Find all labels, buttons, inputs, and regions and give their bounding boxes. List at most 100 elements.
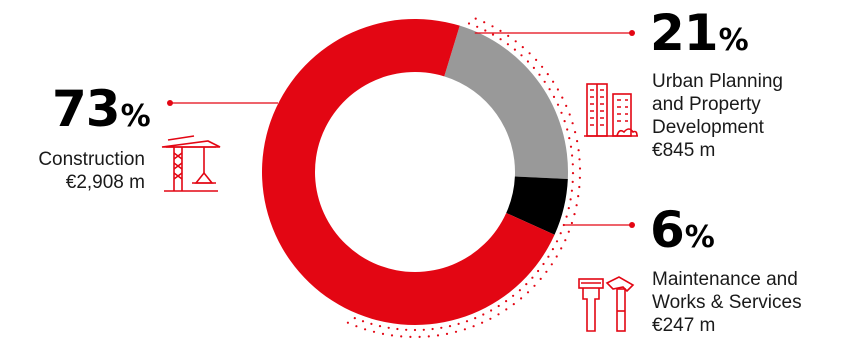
shadow-dot <box>571 122 574 125</box>
shadow-dot <box>567 230 570 233</box>
shadow-dot <box>565 104 568 107</box>
urban-label-line-1: Urban Planning <box>652 71 783 92</box>
shadow-dot <box>542 262 545 266</box>
shadow-dot <box>378 325 382 328</box>
shadow-dot <box>454 330 458 333</box>
shadow-dot <box>561 96 564 99</box>
maintenance-percent: 6% <box>650 205 715 255</box>
shadow-dot <box>405 328 408 331</box>
shadow-dot <box>533 284 536 287</box>
shadow-dot <box>520 297 523 300</box>
maintenance-leader-dot <box>629 222 635 228</box>
shadow-dot <box>570 221 574 225</box>
shadow-dot <box>513 48 517 51</box>
crane-icon <box>161 135 221 192</box>
urban-percent-symbol: % <box>718 23 749 58</box>
buildings-icon <box>584 83 638 137</box>
shadow-dot <box>571 180 574 183</box>
shadow-dot <box>512 303 515 306</box>
shadow-dot <box>491 25 494 28</box>
shadow-dot <box>545 270 548 273</box>
shadow-dot <box>489 317 492 320</box>
shadow-dot <box>431 327 434 331</box>
shadow-dot <box>556 88 560 91</box>
shadow-dot <box>578 167 582 170</box>
shadow-dot <box>531 276 534 279</box>
shadow-dot <box>370 322 373 325</box>
shadow-dot <box>409 335 412 338</box>
shadow-dot <box>578 185 581 189</box>
shadow-dot <box>499 38 502 41</box>
shadow-dot <box>457 322 460 325</box>
shadow-dot <box>574 131 577 134</box>
shadow-dot <box>578 176 582 179</box>
shadow-dot <box>571 154 574 157</box>
shadow-dot <box>569 198 572 201</box>
shadow-dot <box>445 332 449 335</box>
shadow-dot <box>560 111 563 114</box>
maintenance-percent-symbol: % <box>684 220 715 255</box>
maintenance-amount: €247 m <box>652 315 716 336</box>
shadow-dot <box>565 215 568 218</box>
construction-percent-symbol: % <box>120 99 151 134</box>
shadow-dot <box>552 95 556 98</box>
shadow-dot <box>518 289 522 292</box>
construction-amount: €2,908 m <box>65 172 145 193</box>
maintenance-percent-number: 6 <box>650 201 685 259</box>
shadow-dot <box>448 325 452 328</box>
shadow-dot <box>569 145 573 148</box>
shadow-dot <box>355 325 358 328</box>
maintenance-label: Maintenance and Works & Services €247 m <box>652 268 802 337</box>
leader-lines <box>167 30 635 228</box>
shadow-dot <box>556 103 560 106</box>
shadow-dot <box>576 140 579 143</box>
shadow-dot <box>552 80 555 83</box>
shadow-dot <box>559 232 562 235</box>
shadow-dot <box>476 25 479 28</box>
maintenance-label-line-2: Works & Services <box>652 292 802 313</box>
shadow-dot <box>511 294 515 297</box>
shadow-dot <box>525 283 528 286</box>
shadow-dot <box>521 46 524 49</box>
shadow-dot <box>497 304 500 308</box>
maintenance-slice <box>506 176 568 235</box>
shadow-dot <box>505 308 508 311</box>
shadow-dot <box>550 263 553 266</box>
shadow-dot <box>483 21 486 24</box>
construction-label: Construction €2,908 m <box>18 148 145 194</box>
shadow-dot <box>463 328 466 331</box>
dotted-shadow-ring <box>346 17 582 338</box>
shadow-dot <box>539 277 542 280</box>
urban-slice <box>444 25 568 179</box>
shadow-dot <box>555 255 558 258</box>
urban-label-line-2: and Property <box>652 94 761 115</box>
shadow-dot <box>390 334 394 337</box>
shadow-dot <box>346 321 349 324</box>
shadow-dot <box>538 73 541 76</box>
shadow-dot <box>548 88 551 91</box>
shadow-dot <box>474 317 477 320</box>
shadow-dot <box>506 43 509 46</box>
shadow-dot <box>543 80 546 83</box>
shadow-dot <box>526 60 530 63</box>
shadow-dot <box>418 335 421 338</box>
shadow-dot <box>372 330 376 333</box>
construction-percent: 73% <box>52 84 151 134</box>
shadow-dot <box>573 213 576 216</box>
shadow-dot <box>547 255 550 258</box>
tools-icon <box>578 276 635 332</box>
urban-label-line-3: Development <box>652 117 764 138</box>
shadow-dot <box>577 195 580 198</box>
shadow-dot <box>563 120 566 123</box>
shadow-dot <box>568 137 571 140</box>
shadow-dot <box>396 327 399 331</box>
shadow-dot <box>507 34 510 38</box>
shadow-dot <box>570 189 574 192</box>
shadow-dot <box>467 22 471 25</box>
shadow-dot <box>361 320 365 323</box>
shadow-dot <box>427 335 430 338</box>
urban-leader-dot <box>629 30 635 36</box>
shadow-dot <box>482 313 485 316</box>
shadow-dot <box>571 172 575 175</box>
